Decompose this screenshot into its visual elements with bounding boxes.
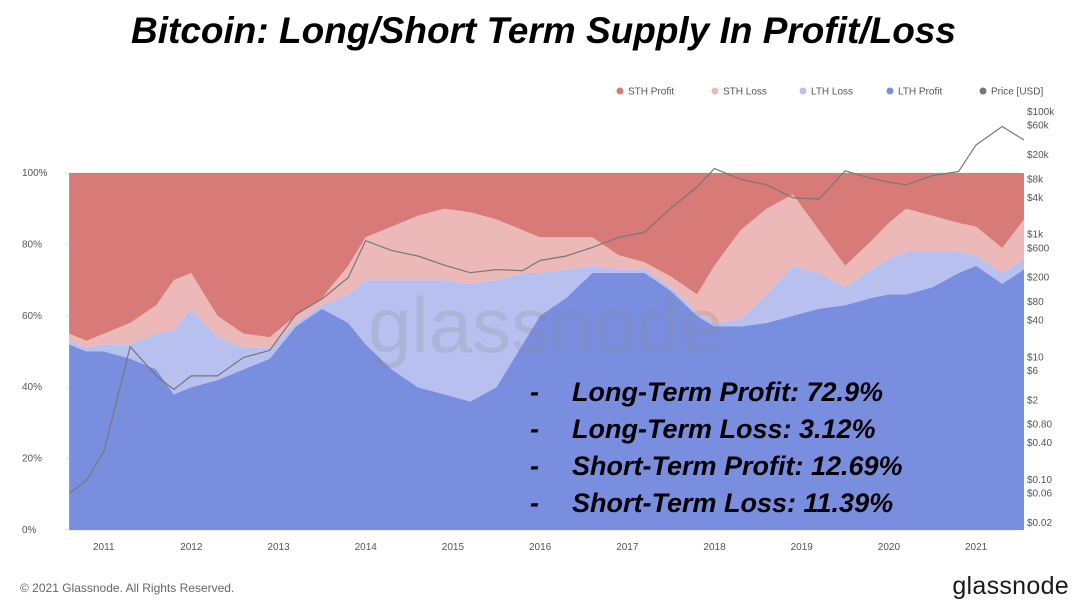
area-lth-profit — [69, 265, 1025, 530]
stat-short-term-loss: - Short-Term Loss: 11.39% — [530, 488, 894, 518]
x-tick-label: 2020 — [878, 542, 901, 553]
legend-item-sth-profit[interactable]: STH Profit — [616, 87, 675, 98]
stat-long-term-loss: - Long-Term Loss: 3.12% — [530, 414, 876, 444]
legend-swatch — [979, 87, 987, 95]
y-right-tick-label: $0.06 — [1027, 489, 1052, 500]
stat-short-term-profit: - Short-Term Profit: 12.69% — [530, 451, 903, 481]
x-tick-label: 2018 — [703, 542, 726, 553]
brand-logo[interactable]: glassnode — [952, 572, 1069, 600]
legend-label: LTH Profit — [898, 87, 942, 98]
y-right-tick-label: $10 — [1027, 352, 1044, 363]
y-left-tick-label: 80% — [22, 239, 42, 250]
chart-title: Bitcoin: Long/Short Term Supply In Profi… — [131, 10, 956, 51]
stat-text: Short-Term Profit: 12.69% — [572, 451, 903, 481]
y-right-tick-label: $8k — [1027, 174, 1044, 185]
y-right-tick-label: $0.40 — [1027, 438, 1052, 449]
legend-item-sth-loss[interactable]: STH Loss — [711, 87, 767, 98]
legend[interactable]: STH Profit STH Loss LTH Loss LTH Profit Pric… — [616, 87, 1044, 98]
y-right-tick-label: $80 — [1027, 297, 1044, 308]
y-right-tick-label: $1k — [1027, 230, 1044, 241]
legend-label: STH Loss — [723, 87, 767, 98]
y-right-tick-label: $100k — [1027, 107, 1055, 118]
x-tick-label: 2019 — [791, 542, 814, 553]
x-tick-label: 2012 — [180, 542, 203, 553]
x-tick-label: 2017 — [616, 542, 639, 553]
stat-long-term-profit: - Long-Term Profit: 72.9% — [530, 377, 884, 407]
area-sth-loss — [69, 194, 1025, 348]
stat-text: Long-Term Loss: 3.12% — [572, 414, 876, 444]
y-left-tick-label: 60% — [22, 311, 42, 322]
area-lth-loss — [69, 251, 1025, 402]
y-left-tick-label: 0% — [22, 525, 37, 536]
stats-list: - Long-Term Profit: 72.9% - Long-Term Loss… — [530, 374, 903, 522]
y-right-tick-label: $4k — [1027, 193, 1044, 204]
watermark: glassnode — [368, 281, 724, 369]
legend-label: Price [USD] — [991, 87, 1043, 98]
y-right-tick-label: $2 — [1027, 395, 1039, 406]
legend-swatch — [616, 87, 624, 95]
stat-text: Long-Term Profit: 72.9% — [572, 377, 884, 407]
area-sth-profit — [69, 173, 1025, 341]
axes: 0% 20% 40% 60% 80% 100% $100k $60k $20k $8k $4k $1k… — [22, 107, 1055, 553]
stacked-areas — [69, 173, 1025, 530]
y-left-tick-label: 20% — [22, 454, 42, 465]
y-right-tick-label: $0.02 — [1027, 518, 1052, 529]
y-right-tick-label: $600 — [1027, 243, 1050, 254]
y-right-tick-label: $40 — [1027, 315, 1044, 326]
legend-swatch — [886, 87, 894, 95]
legend-item-lth-loss[interactable]: LTH Loss — [799, 87, 854, 98]
y-right-tick-label: $20k — [1027, 150, 1050, 161]
x-tick-label: 2011 — [93, 542, 115, 553]
y-left-tick-label: 40% — [22, 382, 42, 393]
legend-swatch — [799, 87, 807, 95]
legend-label: STH Profit — [628, 87, 674, 98]
stat-text: Short-Term Loss: 11.39% — [572, 488, 894, 518]
y-left-tick-label: 100% — [22, 168, 48, 179]
x-tick-label: 2013 — [267, 542, 290, 553]
legend-item-lth-profit[interactable]: LTH Profit — [886, 87, 943, 98]
price-line — [68, 125, 1025, 495]
x-tick-label: 2015 — [442, 542, 465, 553]
y-right-tick-label: $60k — [1027, 121, 1050, 132]
copyright: © 2021 Glassnode. All Rights Reserved. — [20, 581, 235, 595]
y-right-tick-label: $200 — [1027, 273, 1050, 284]
x-tick-label: 2014 — [355, 542, 378, 553]
legend-swatch — [711, 87, 719, 95]
price-layer — [68, 125, 1025, 495]
x-tick-label: 2021 — [965, 542, 988, 553]
y-right-tick-label: $0.10 — [1027, 475, 1052, 486]
legend-label: LTH Loss — [811, 87, 853, 98]
y-right-tick-label: $0.80 — [1027, 420, 1052, 431]
y-right-tick-label: $6 — [1027, 366, 1039, 377]
x-tick-label: 2016 — [529, 542, 552, 553]
legend-item-price-usd[interactable]: Price [USD] — [979, 87, 1044, 98]
